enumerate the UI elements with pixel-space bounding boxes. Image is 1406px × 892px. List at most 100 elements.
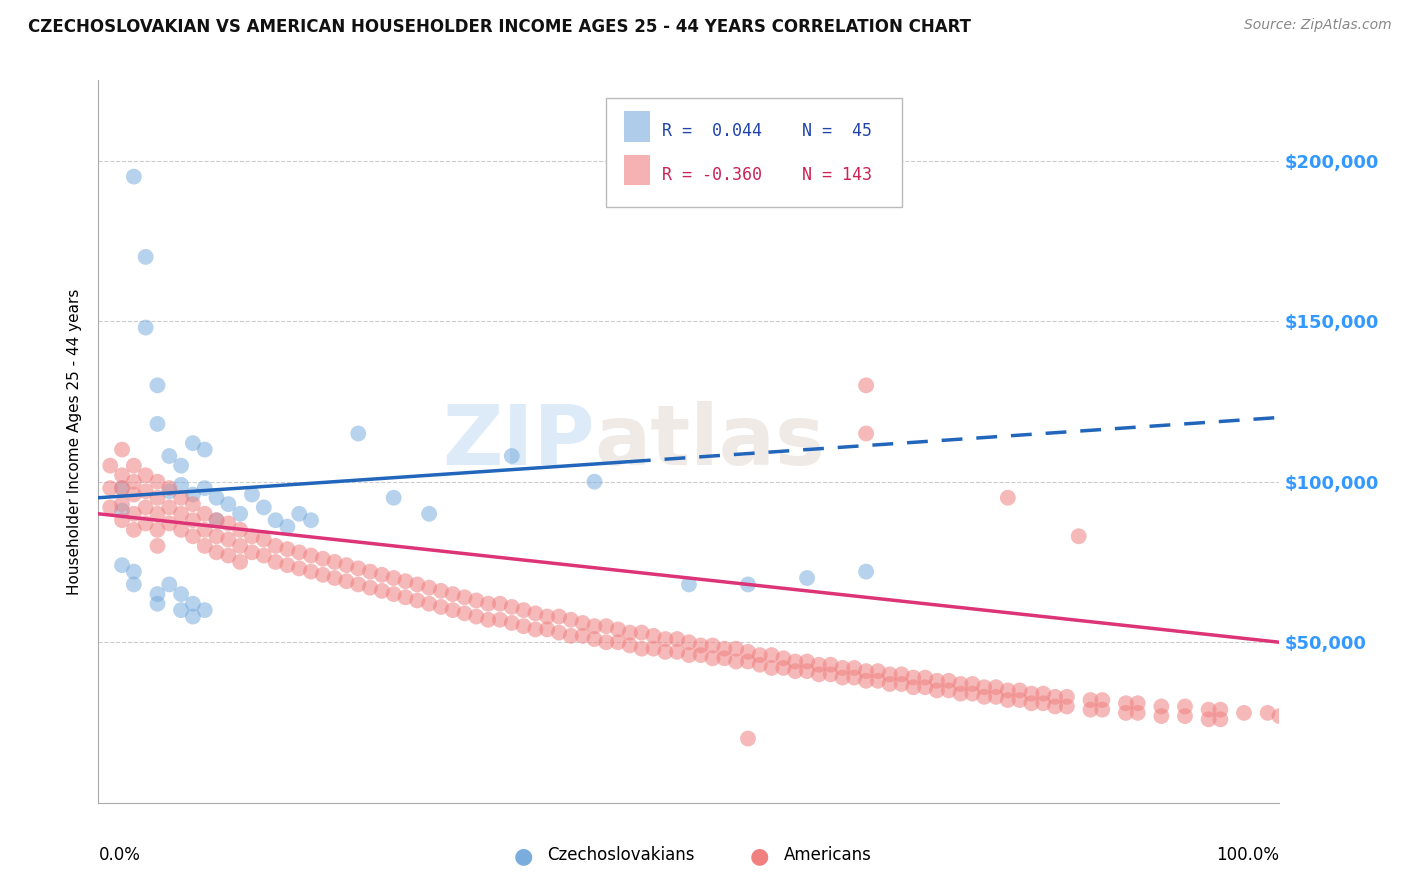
Point [453,591,475,605]
Point [1080,703,1102,717]
Point [489,597,512,611]
Point [111,481,134,495]
Point [146,417,169,431]
Text: 100.0%: 100.0% [1216,847,1279,864]
Point [1021,696,1043,710]
Point [299,513,322,527]
Point [382,587,405,601]
Point [630,625,652,640]
Text: 0.0%: 0.0% [98,847,141,864]
Point [571,629,593,643]
Point [831,671,853,685]
Point [146,507,169,521]
Point [135,516,157,531]
Point [689,639,711,653]
Point [524,607,547,621]
Point [98,458,121,473]
Point [702,639,724,653]
Point [276,542,298,557]
Point [406,593,429,607]
Point [135,500,157,515]
Point [122,475,145,489]
Point [299,565,322,579]
Point [512,603,534,617]
Point [146,491,169,505]
Point [820,657,842,672]
Point [903,680,925,694]
Y-axis label: Householder Income Ages 25 - 44 years: Householder Income Ages 25 - 44 years [67,288,83,595]
Point [229,539,252,553]
Point [359,565,381,579]
Point [217,516,239,531]
Point [453,607,475,621]
Point [748,648,770,662]
Point [382,571,405,585]
Point [501,449,523,463]
Point [111,481,134,495]
Point [666,632,689,646]
Point [796,664,818,678]
Point [678,577,700,591]
Point [194,481,217,495]
Point [205,545,228,559]
Point [122,487,145,501]
Point [111,468,134,483]
Point [914,671,936,685]
Point [962,677,984,691]
Text: Czechoslovakians: Czechoslovakians [547,847,695,864]
Point [925,683,948,698]
Point [276,519,298,533]
Point [111,497,134,511]
Point [879,677,901,691]
Point [371,583,394,598]
Point [323,555,346,569]
Point [866,673,889,688]
Point [312,567,335,582]
Point [973,690,995,704]
Point [785,655,807,669]
Point [997,491,1019,505]
Point [122,565,145,579]
Point [501,599,523,614]
Point [1080,693,1102,707]
Point [997,693,1019,707]
Point [229,555,252,569]
Point [785,664,807,678]
Point [430,599,453,614]
Point [866,664,889,678]
Point [583,632,606,646]
Point [170,603,193,617]
Point [796,571,818,585]
Point [1115,706,1137,720]
Point [135,484,157,499]
Point [925,673,948,688]
Point [240,545,263,559]
Point [1067,529,1090,543]
Point [146,475,169,489]
Point [713,641,735,656]
Point [1032,696,1054,710]
Text: R = -0.360    N = 143: R = -0.360 N = 143 [662,166,872,184]
Point [1043,699,1066,714]
Text: CZECHOSLOVAKIAN VS AMERICAN HOUSEHOLDER INCOME AGES 25 - 44 YEARS CORRELATION CH: CZECHOSLOVAKIAN VS AMERICAN HOUSEHOLDER … [28,18,972,36]
Point [465,609,488,624]
Point [146,523,169,537]
Text: atlas: atlas [595,401,825,482]
Point [984,680,1007,694]
Point [264,555,287,569]
Point [135,250,157,264]
Point [229,523,252,537]
Point [122,458,145,473]
Point [1021,687,1043,701]
Point [949,687,972,701]
Point [111,503,134,517]
Point [217,549,239,563]
Point [548,609,571,624]
Point [630,641,652,656]
Point [194,523,217,537]
Point [170,458,193,473]
Point [323,571,346,585]
Point [595,619,617,633]
Point [997,683,1019,698]
Point [702,651,724,665]
